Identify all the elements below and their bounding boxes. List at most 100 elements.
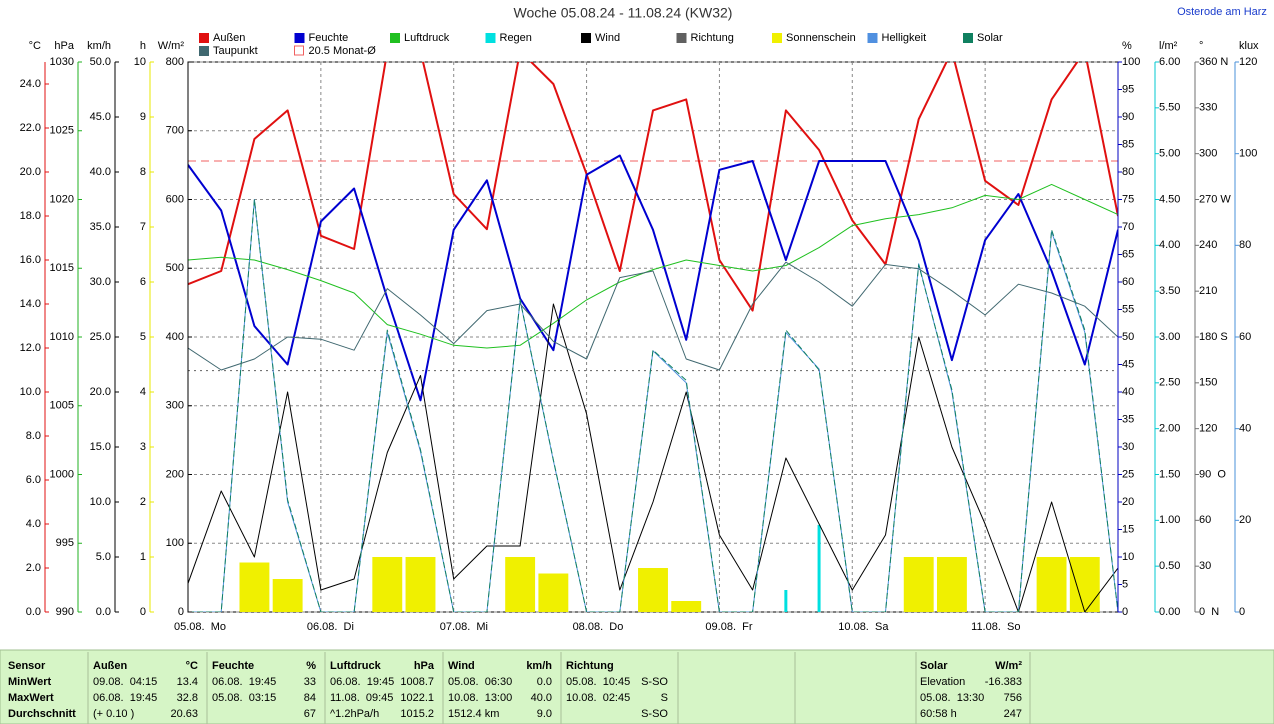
stat-value: 247	[1004, 708, 1022, 720]
y-tick-label: 80	[1239, 239, 1251, 251]
column-header: Luftdruck	[330, 660, 382, 672]
column-unit: km/h	[526, 660, 552, 672]
y-tick-label: 1000	[50, 468, 74, 480]
axis-unit: h	[140, 40, 146, 52]
y-tick-label: 1025	[50, 125, 74, 137]
axes: °C0.02.04.06.08.010.012.014.016.018.020.…	[20, 40, 1259, 633]
x-tick-label: 09.08. Fr	[705, 621, 752, 633]
y-tick-label: 40.0	[90, 166, 111, 178]
y-tick-label: 20	[1122, 496, 1134, 508]
y-tick-label: 3	[140, 441, 146, 453]
y-tick-label: 10.0	[20, 386, 41, 398]
y-tick-label: 10	[134, 56, 146, 68]
sunshine-bar	[638, 568, 668, 612]
column-header: Außen	[93, 660, 128, 672]
y-tick-label: 4	[140, 386, 146, 398]
stat-value: 9.0	[537, 708, 552, 720]
row-label: Sensor	[8, 660, 46, 672]
y-tick-label: 30	[1122, 441, 1134, 453]
stat-value: 20.63	[170, 708, 198, 720]
y-tick-label: 20.0	[20, 166, 41, 178]
y-tick-label: 60	[1239, 331, 1251, 343]
legend-swatch	[390, 33, 400, 43]
y-tick-label: 1030	[50, 56, 74, 68]
y-tick-label: 15	[1122, 523, 1134, 535]
y-tick-label: 5.0	[96, 551, 111, 563]
legend-label: Helligkeit	[882, 32, 927, 44]
y-tick-label: 90	[1122, 111, 1134, 123]
stat-detail: 06.08. 19:45	[93, 692, 157, 704]
x-tick-label: 08.08. Do	[573, 621, 624, 633]
stat-detail: (+ 0.10 )	[93, 708, 134, 720]
y-tick-label: 5	[1122, 578, 1128, 590]
y-tick-label: 3.50	[1159, 285, 1180, 297]
y-tick-label: 500	[166, 262, 184, 274]
stats-separators	[87, 652, 1031, 724]
axis-unit: °	[1199, 40, 1203, 52]
sunshine-bar	[372, 557, 403, 612]
y-tick-label: 35.0	[90, 221, 111, 233]
legend-label: Regen	[500, 32, 532, 44]
y-tick-label: 1010	[50, 331, 74, 343]
stat-value: S-SO	[641, 676, 668, 688]
x-tick-label: 11.08. So	[971, 621, 1020, 633]
y-tick-label: 0	[1239, 606, 1245, 618]
sunshine-bar	[239, 562, 270, 612]
legend-swatch	[772, 33, 782, 43]
sunshine-bar	[272, 579, 303, 612]
y-tick-label: 60	[1122, 276, 1134, 288]
y-tick-label: 200	[166, 468, 184, 480]
y-tick-label: 100	[166, 537, 184, 549]
y-tick-label: 1015	[50, 262, 74, 274]
axis-unit: %	[1122, 40, 1132, 52]
axis-unit: klux	[1239, 40, 1259, 52]
y-tick-label: 16.0	[20, 254, 41, 266]
y-tick-label: 300	[1199, 148, 1217, 160]
y-tick-label: 1.50	[1159, 468, 1180, 480]
y-tick-label: 0 N	[1199, 606, 1219, 618]
y-tick-label: 990	[56, 606, 74, 618]
y-tick-label: 18.0	[20, 210, 41, 222]
stat-detail: 1512.4 km	[448, 708, 499, 720]
y-tick-label: 40	[1122, 386, 1134, 398]
y-tick-label: 22.0	[20, 122, 41, 134]
y-tick-label: 45	[1122, 358, 1134, 370]
y-tick-label: 75	[1122, 193, 1134, 205]
axis-unit: km/h	[87, 40, 111, 52]
row-label: MaxWert	[8, 692, 54, 704]
sunshine-bar	[936, 557, 967, 612]
sunshine-bar	[671, 601, 702, 612]
legend-label: 20.5 Monat-Ø	[309, 45, 377, 57]
y-tick-label: 100	[1122, 56, 1140, 68]
station-name: Osterode am Harz	[1177, 6, 1267, 18]
legend-swatch	[199, 33, 209, 43]
stat-detail: 11.08. 09:45	[330, 692, 393, 704]
y-tick-label: 1.00	[1159, 514, 1180, 526]
y-tick-label: 2.00	[1159, 423, 1180, 435]
x-tick-label: 10.08. Sa	[838, 621, 889, 633]
legend-label: Richtung	[691, 32, 734, 44]
y-tick-label: 0.0	[96, 606, 111, 618]
y-tick-label: 7	[140, 221, 146, 233]
axis-unit: W/m²	[158, 40, 185, 52]
legend-label: Wind	[595, 32, 620, 44]
y-tick-label: 10	[1122, 551, 1134, 563]
stat-value: 40.0	[531, 692, 552, 704]
y-tick-label: 9	[140, 111, 146, 123]
stat-value: 756	[1004, 692, 1022, 704]
stat-detail: 09.08. 04:15	[93, 676, 157, 688]
stat-value: 0.0	[537, 676, 552, 688]
legend-label: Luftdruck	[404, 32, 450, 44]
column-header: Solar	[920, 660, 948, 672]
stat-value: -16.383	[985, 676, 1022, 688]
row-label: Durchschnitt	[8, 708, 76, 720]
y-tick-label: 60	[1199, 514, 1211, 526]
chart-title: Woche 05.08.24 - 11.08.24 (KW32)	[514, 5, 733, 21]
stat-value: 67	[304, 708, 316, 720]
legend-swatch	[676, 33, 687, 43]
legend-swatch	[294, 45, 304, 56]
legend-label: Sonnenschein	[786, 32, 856, 44]
legend-swatch	[581, 33, 591, 43]
sunshine-bar	[505, 557, 536, 612]
y-tick-label: 240	[1199, 239, 1217, 251]
